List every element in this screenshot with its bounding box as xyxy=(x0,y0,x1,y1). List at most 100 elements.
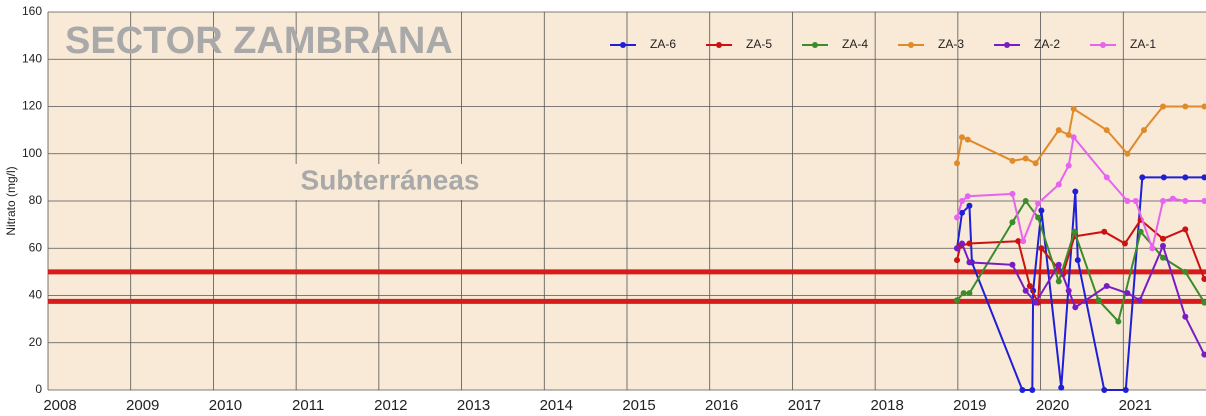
data-point xyxy=(1071,228,1078,235)
data-point xyxy=(1159,103,1166,110)
data-point xyxy=(966,240,973,247)
data-point xyxy=(954,245,961,252)
data-point xyxy=(1103,174,1110,181)
data-point xyxy=(1115,318,1122,325)
legend-label: ZA-4 xyxy=(842,37,868,51)
data-point xyxy=(1160,174,1167,181)
data-point xyxy=(1022,198,1029,204)
data-point xyxy=(1009,219,1016,226)
data-point xyxy=(1103,283,1110,290)
data-point xyxy=(1137,228,1144,235)
data-point xyxy=(1070,134,1077,141)
data-point xyxy=(1065,131,1072,138)
data-point xyxy=(1201,351,1206,358)
data-point xyxy=(1132,198,1139,204)
data-point xyxy=(1029,387,1036,393)
data-point xyxy=(1182,313,1189,320)
data-point xyxy=(1032,160,1039,167)
data-point xyxy=(960,290,967,297)
data-point xyxy=(958,198,965,204)
data-point xyxy=(1169,195,1176,202)
data-point xyxy=(1101,228,1108,235)
data-point xyxy=(1159,235,1166,242)
legend: ZA-6 ZA-5 ZA-4 ZA-3 ZA-2 ZA-1 xyxy=(610,37,1156,51)
x-tick-label: 2010 xyxy=(209,397,242,414)
legend-marker xyxy=(1004,42,1010,48)
data-point xyxy=(1022,155,1029,162)
data-point xyxy=(1026,283,1033,290)
y-tick-label: 40 xyxy=(29,288,43,302)
x-tick-label: 2015 xyxy=(622,397,655,414)
data-point xyxy=(1121,240,1128,247)
data-point xyxy=(966,259,973,266)
data-point xyxy=(958,209,965,216)
legend-marker xyxy=(908,42,914,48)
data-point xyxy=(1182,103,1189,110)
y-tick-label: 0 xyxy=(35,382,42,396)
data-point xyxy=(1038,245,1045,252)
data-point xyxy=(1201,174,1206,181)
chart-subtitle: Subterráneas xyxy=(301,164,480,195)
data-point xyxy=(1159,242,1166,249)
data-point xyxy=(954,297,961,304)
x-tick-label: 2012 xyxy=(374,397,407,414)
data-point xyxy=(958,240,965,247)
series-group xyxy=(954,103,1206,393)
data-point xyxy=(1124,290,1131,297)
data-point xyxy=(1055,181,1062,188)
data-point xyxy=(1139,174,1146,181)
legend-marker xyxy=(620,42,626,48)
chart-title: SECTOR ZAMBRANA xyxy=(65,20,453,62)
legend-marker xyxy=(812,42,818,48)
data-point xyxy=(958,134,965,141)
data-point xyxy=(1065,162,1072,169)
data-point xyxy=(1201,198,1206,204)
x-tick-label: 2013 xyxy=(457,397,490,414)
data-point xyxy=(1072,304,1079,311)
x-tick-label: 2020 xyxy=(1036,397,1069,414)
legend-label: ZA-6 xyxy=(650,37,676,51)
y-tick-label: 60 xyxy=(29,240,43,254)
data-point xyxy=(1201,299,1206,306)
data-point xyxy=(1074,257,1081,264)
y-tick-label: 120 xyxy=(22,99,42,113)
data-point xyxy=(966,290,973,297)
x-tick-label: 2021 xyxy=(1119,397,1152,414)
data-point xyxy=(1035,200,1042,207)
x-tick-label: 2017 xyxy=(788,397,821,414)
data-point xyxy=(954,214,961,221)
y-tick-label: 160 xyxy=(22,4,42,18)
legend-label: ZA-1 xyxy=(1130,37,1156,51)
x-tick-label: 2016 xyxy=(705,397,738,414)
legend-label: ZA-5 xyxy=(746,37,772,51)
x-tick-label: 2011 xyxy=(292,397,324,414)
reference-lines xyxy=(48,269,1206,304)
data-point xyxy=(1103,127,1110,134)
data-point xyxy=(1182,174,1189,181)
data-point xyxy=(1095,297,1102,304)
x-tick-label: 2018 xyxy=(870,397,903,414)
subtitle-background xyxy=(250,164,530,200)
data-point xyxy=(1058,384,1065,391)
x-tick-label: 2014 xyxy=(540,397,573,414)
data-point xyxy=(954,160,961,167)
data-point xyxy=(1019,387,1026,393)
y-tick-label: 20 xyxy=(29,335,43,349)
data-point xyxy=(1201,275,1206,282)
data-point xyxy=(1072,188,1079,195)
data-point xyxy=(954,257,961,264)
data-point xyxy=(966,202,973,209)
data-point xyxy=(1182,226,1189,233)
data-point xyxy=(1032,299,1039,306)
data-point xyxy=(1022,287,1029,294)
data-point xyxy=(1124,198,1131,204)
data-point xyxy=(1182,198,1189,204)
data-point xyxy=(1055,127,1062,134)
legend-marker xyxy=(716,42,722,48)
data-point xyxy=(1035,214,1042,221)
y-tick-label: 140 xyxy=(22,51,42,65)
data-point xyxy=(1070,105,1077,112)
data-point xyxy=(1149,245,1156,252)
data-point xyxy=(1201,103,1206,110)
